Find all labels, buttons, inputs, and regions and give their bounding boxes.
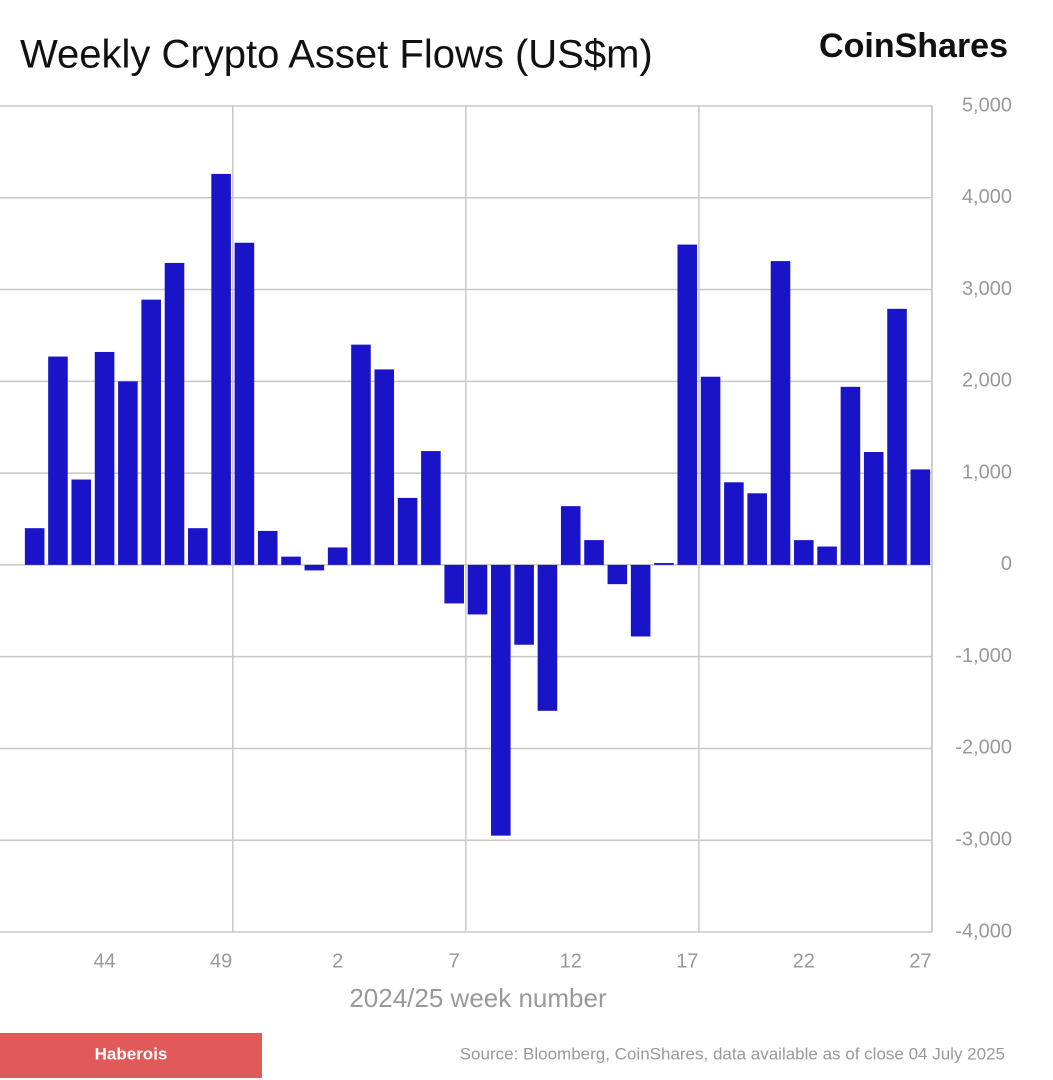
bar (421, 451, 441, 565)
x-axis-label: 2024/25 week number (349, 983, 607, 1013)
bar (654, 563, 674, 565)
bar (71, 479, 92, 565)
y-tick-label: -3,000 (955, 829, 1012, 851)
bar (141, 299, 161, 565)
y-tick-label: 0 (1001, 553, 1012, 575)
bar (188, 528, 208, 565)
watermark: Haberois (95, 1044, 168, 1063)
x-tick-label: 27 (909, 950, 931, 972)
bar (24, 528, 45, 565)
x-tick-label: 7 (449, 950, 460, 972)
bar (514, 564, 534, 645)
bar (211, 173, 231, 565)
x-tick-label: 17 (676, 950, 698, 972)
y-tick-label: 2,000 (962, 370, 1012, 392)
bar (537, 564, 558, 711)
bar (164, 262, 185, 565)
bar (491, 564, 511, 836)
bar (863, 452, 884, 565)
bar (444, 564, 464, 604)
bar (607, 564, 628, 585)
bar (770, 261, 791, 565)
x-tick-label: 12 (560, 950, 582, 972)
watermark-box (0, 1033, 262, 1078)
bar (327, 547, 348, 565)
bar (257, 530, 278, 565)
bar (94, 351, 115, 565)
y-tick-label: -2,000 (955, 737, 1012, 759)
bar (887, 308, 907, 565)
x-tick-label: 49 (210, 950, 232, 972)
bar (281, 556, 301, 565)
chart-title: Weekly Crypto Asset Flows (US$m) (20, 33, 653, 77)
bar (747, 493, 767, 565)
bar (910, 469, 931, 565)
bar (351, 344, 371, 565)
bar (630, 564, 651, 637)
bar (467, 564, 488, 615)
bar (794, 540, 814, 565)
bar (118, 381, 138, 565)
y-tick-label: -4,000 (955, 920, 1012, 942)
bar (584, 540, 604, 565)
bar (724, 482, 744, 565)
bar (374, 369, 395, 565)
y-tick-label: 3,000 (962, 278, 1012, 300)
bar (48, 356, 68, 565)
bar (700, 376, 721, 565)
source-note: Source: Bloomberg, CoinShares, data avai… (460, 1044, 1005, 1063)
bar (397, 497, 418, 565)
y-tick-label: 4,000 (962, 186, 1012, 208)
bar (817, 546, 837, 565)
x-tick-label: 22 (793, 950, 815, 972)
bar (304, 564, 325, 571)
bar (560, 506, 581, 565)
y-tick-label: 1,000 (962, 461, 1012, 483)
x-tick-label: 2 (332, 950, 343, 972)
bar (677, 244, 698, 565)
y-tick-label: 5,000 (962, 94, 1012, 116)
x-tick-label: 44 (93, 950, 115, 972)
y-tick-label: -1,000 (955, 645, 1012, 667)
brand-logo: CoinShares (819, 27, 1008, 65)
bar (840, 386, 861, 565)
bar (234, 242, 255, 565)
